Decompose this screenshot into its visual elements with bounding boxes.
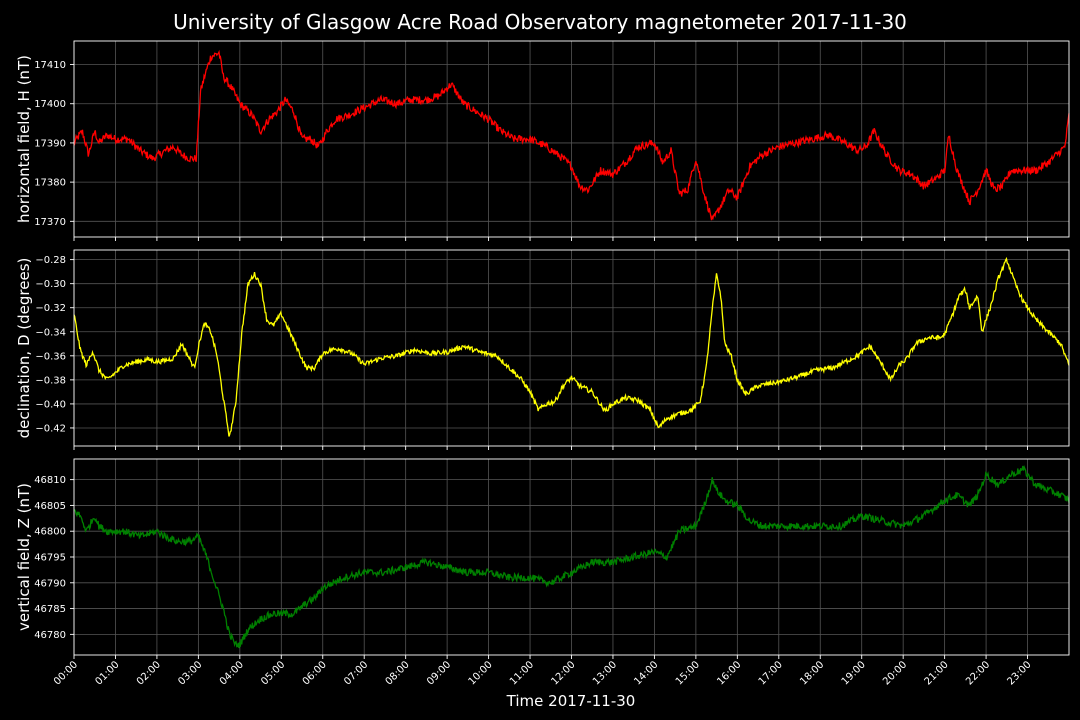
y-tick-label: 46790 (34, 578, 66, 589)
panel-declination: −0.42 −0.40 −0.38 −0.36 −0.34 −0.32 −0.30 −0.28… (15, 249, 1070, 450)
y-axis-label-declination: declination, D (degrees) (15, 258, 33, 439)
y-axis-label-vertical: vertical field, Z (nT) (15, 483, 33, 631)
y-axis-label-horizontal: horizontal field, H (nT) (15, 55, 33, 223)
y-tick-label: 46800 (34, 527, 66, 538)
y-tick-label: 46805 (34, 501, 66, 512)
y-tick-label: −0.32 (35, 303, 66, 314)
y-tick-label: −0.40 (35, 399, 66, 410)
y-tick-label: −0.34 (35, 327, 66, 338)
y-tick-label: −0.28 (35, 255, 66, 266)
y-tick-label: 17370 (34, 217, 66, 228)
y-tick-label: 17380 (34, 178, 66, 189)
y-tick-label: 17390 (34, 138, 66, 149)
y-tick-label: 46810 (34, 475, 66, 486)
plot-frame (73, 249, 1070, 447)
y-tick-label: 46780 (34, 630, 66, 641)
y-tick-label: 46795 (34, 553, 66, 564)
y-tick-label: 17400 (34, 99, 66, 110)
series-line-declination (73, 256, 1070, 437)
series-line-vertical (73, 464, 1070, 649)
y-tick-label: −0.30 (35, 279, 66, 290)
plot-frame (73, 458, 1070, 656)
chart-title: University of Glasgow Acre Road Observat… (173, 10, 907, 34)
panel-vertical: 46780 46785 46790 46795 46800 46805 46810verti… (15, 458, 1070, 659)
y-tick-label: −0.38 (35, 375, 66, 386)
y-tick-label: −0.42 (35, 423, 66, 434)
y-tick-label: 46785 (34, 604, 66, 615)
series-line-horizontal (73, 49, 1070, 221)
plot-frame (73, 40, 1070, 238)
y-tick-label: −0.36 (35, 351, 66, 362)
x-axis-label: Time 2017-11-30 (506, 692, 636, 710)
y-tick-label: 17410 (34, 60, 66, 71)
